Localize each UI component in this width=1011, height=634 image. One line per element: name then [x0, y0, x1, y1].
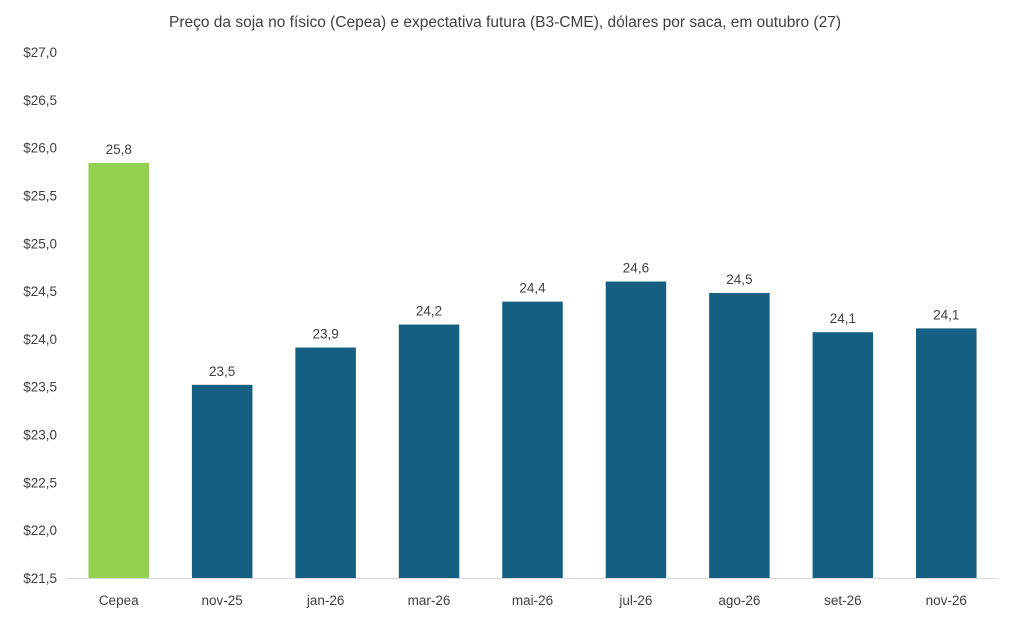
- y-tick-label: $21,5: [23, 571, 57, 586]
- chart-title: Preço da soja no físico (Cepea) e expect…: [169, 14, 841, 31]
- bar-mar-26: [398, 324, 460, 578]
- y-tick-label: $23,5: [23, 380, 57, 395]
- data-label: 24,6: [623, 261, 649, 276]
- bar-jan-26: [295, 347, 356, 578]
- bar-nov-26: [916, 328, 977, 578]
- data-label: 24,5: [726, 272, 752, 287]
- bar-set-26: [812, 332, 874, 578]
- y-tick-label: $25,5: [23, 188, 57, 203]
- bar-mai-26: [502, 301, 563, 578]
- bar-jul-26: [605, 281, 667, 578]
- bar-ago-26: [709, 293, 770, 578]
- y-tick-label: $27,0: [23, 45, 57, 60]
- x-tick-label: set-26: [824, 593, 862, 608]
- x-tick-label: Cepea: [99, 593, 139, 608]
- y-tick-label: $23,0: [23, 428, 57, 443]
- y-tick-label: $26,0: [23, 141, 57, 156]
- x-tick-label: jan-26: [306, 593, 345, 608]
- y-tick-label: $24,0: [23, 332, 57, 347]
- x-tick-label: jul-26: [618, 593, 652, 608]
- y-tick-label: $26,5: [23, 93, 57, 108]
- y-tick-label: $22,5: [23, 475, 57, 490]
- data-label: 25,8: [106, 142, 132, 157]
- y-tick-label: $22,0: [23, 523, 57, 538]
- x-tick-label: nov-26: [926, 593, 967, 608]
- data-label: 23,5: [209, 364, 235, 379]
- x-tick-label: mar-26: [408, 593, 451, 608]
- axis-layer: $21,5 $22,0 $22,5 $23,0 $23,5 $24,0 $24,5 $25,0…: [23, 45, 998, 608]
- data-label: 24,1: [933, 307, 959, 322]
- y-tick-label: $24,5: [23, 284, 57, 299]
- data-label: 23,9: [312, 327, 338, 342]
- data-label: 24,2: [416, 304, 442, 319]
- x-tick-label: mai-26: [512, 593, 553, 608]
- bar-nov-25: [191, 384, 253, 578]
- bars-layer: [88, 162, 977, 579]
- data-label: 24,4: [519, 281, 546, 296]
- bar-cepea: [88, 162, 149, 579]
- data-labels-layer: 25,8 23,5 23,9 24,2 24,4 24,6 24,5 24,1 24,1: [106, 142, 960, 379]
- data-label: 24,1: [830, 311, 856, 326]
- y-tick-label: $25,0: [23, 236, 57, 251]
- x-tick-label: nov-25: [202, 593, 243, 608]
- x-tick-label: ago-26: [718, 593, 760, 608]
